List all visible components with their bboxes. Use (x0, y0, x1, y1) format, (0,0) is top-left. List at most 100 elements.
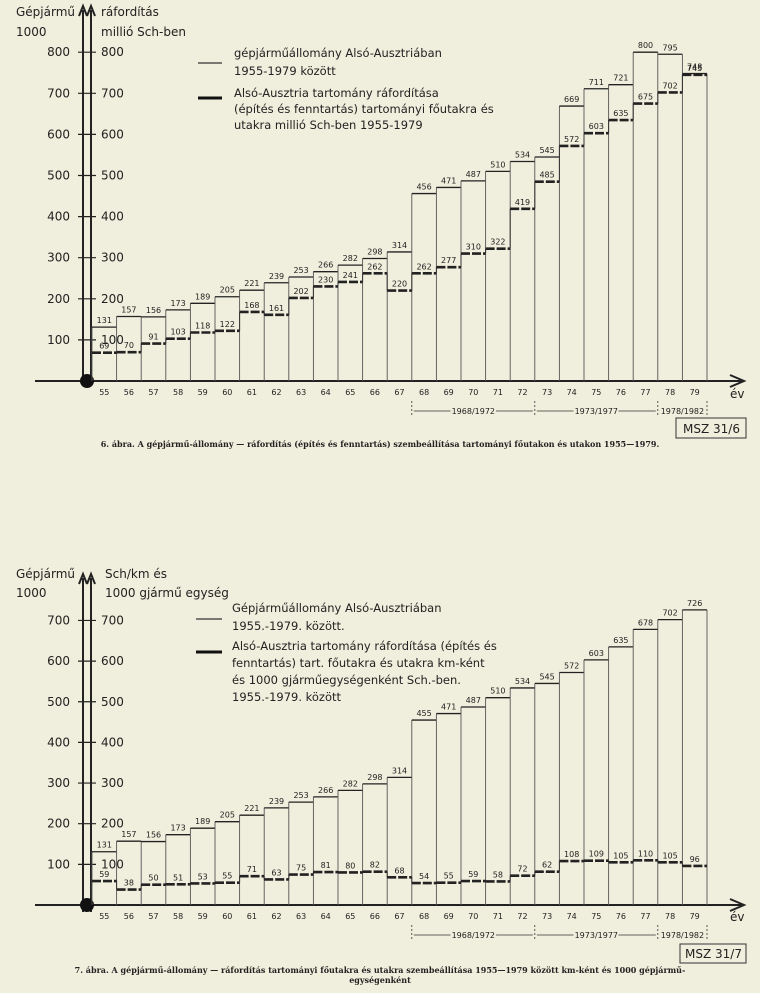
badge-box (675, 417, 747, 439)
value-label: 81 (321, 861, 331, 870)
value-label: 487 (466, 170, 481, 179)
legend-expenditure-line3: és 1000 gjárműegységenként Sch.-ben. (232, 673, 461, 687)
value-label: 795 (662, 43, 677, 52)
value-label: 161 (269, 304, 284, 313)
x-tick-label: 57 (148, 388, 158, 397)
y-tick-label-right: 600 (101, 127, 124, 141)
value-label: 534 (515, 677, 530, 686)
value-label: 70 (124, 341, 134, 350)
series-expenditure-per-km: 59 38 50 51 53 55 71 63 75 81 80 82 68 54 55 59 58 72 62 10… (92, 849, 707, 891)
value-label: 173 (170, 299, 185, 308)
value-label: 103 (170, 328, 185, 337)
x-tick-label: 56 (124, 388, 134, 397)
x-tick-label: 60 (222, 388, 232, 397)
value-label: 110 (638, 849, 653, 858)
x-tick-label: 74 (567, 388, 577, 397)
x-tick-label: 58 (173, 912, 183, 921)
value-label: 118 (195, 322, 210, 331)
badge: MSZ 31/6 (683, 422, 740, 436)
value-label: 109 (589, 850, 604, 859)
value-label: 800 (638, 41, 653, 50)
value-label: 419 (515, 198, 530, 207)
x-tick-label: 56 (124, 912, 134, 921)
value-label: 282 (343, 779, 358, 788)
caption: 6. ábra. A gépjármű-állomány — ráfordítá… (101, 439, 660, 449)
value-label: 572 (564, 135, 579, 144)
x-tick-labels: 55 56 57 58 59 60 61 62 63 64 65 66 67 68 69 70 71 72 73 74… (99, 912, 700, 921)
caption-line1: 7. ábra. A gépjármű-állomány — ráfordítá… (75, 965, 686, 975)
value-label: 51 (173, 873, 183, 882)
value-label: 220 (392, 280, 407, 289)
x-tick-label: 67 (394, 388, 404, 397)
value-label: 122 (220, 320, 235, 329)
value-label: 298 (367, 248, 382, 257)
y-tick-label-right: 400 (101, 210, 124, 224)
legend: Gépjárműállomány Alsó-Ausztriában 1955.-… (196, 601, 497, 704)
value-label: 157 (121, 305, 136, 314)
period-label: 1978/1982 (661, 407, 704, 416)
y-axis-arrow-left (78, 3, 88, 17)
x-tick-label: 78 (665, 388, 675, 397)
y-tick-label-left: 100 (47, 857, 70, 871)
y-tick-label-right: 500 (101, 695, 124, 709)
value-label: 298 (367, 773, 382, 782)
series-expenditure: 69 70 91 103 118 122 168 161 202 230 241 262 220 262 2… (92, 64, 707, 354)
value-label: 545 (539, 146, 554, 155)
value-label: 534 (515, 151, 530, 160)
value-label: 669 (564, 95, 579, 104)
value-label: 55 (222, 872, 232, 881)
value-label: 168 (244, 301, 259, 310)
x-tick-label: 57 (148, 912, 158, 921)
legend-expenditure-line1: Alsó-Ausztria tartomány ráfordítása (épí… (232, 639, 497, 653)
y-tick-label-left: 400 (47, 210, 70, 224)
value-label: 221 (244, 279, 259, 288)
period-label: 1973/1977 (575, 931, 618, 940)
x-tick-label: 64 (321, 388, 331, 397)
value-label: 745 (687, 64, 702, 73)
legend-expenditure-line1: Alsó-Ausztria tartomány ráfordítása (234, 86, 439, 100)
value-label: 202 (293, 287, 308, 296)
value-label: 62 (542, 861, 552, 870)
value-label: 105 (613, 851, 628, 860)
legend-expenditure-line3: utakra millió Sch-ben 1955-1979 (234, 118, 423, 132)
x-tick-label: 74 (567, 912, 577, 921)
x-tick-label: 77 (640, 388, 650, 397)
x-tick-label: 66 (370, 912, 380, 921)
x-tick-label: 68 (419, 388, 429, 397)
value-label: 603 (589, 122, 604, 131)
x-tick-label: 58 (173, 388, 183, 397)
value-label: 55 (444, 872, 454, 881)
y-tick-label-right: 400 (101, 735, 124, 749)
value-label: 80 (345, 861, 355, 870)
value-label: 75 (296, 864, 306, 873)
y-tick-label-right: 100 (101, 857, 124, 871)
value-label: 675 (638, 93, 653, 102)
value-label: 53 (198, 872, 208, 881)
value-label: 485 (539, 171, 554, 180)
x-tick-label: 60 (222, 912, 232, 921)
x-tick-label: 61 (247, 912, 257, 921)
x-tick-label: 79 (690, 912, 700, 921)
value-label: 63 (271, 868, 281, 877)
value-label: 58 (493, 870, 503, 879)
value-label: 54 (419, 872, 429, 881)
badge-box (679, 943, 747, 964)
x-tick-label: 78 (665, 912, 675, 921)
y-tick-label-right: 300 (101, 776, 124, 790)
y-tick-labels: 100 100 200 200 300 300 400 400 500 500 600 600 700 7… (47, 45, 124, 347)
period-markers: 1968/1972 1973/1977 1978/1982 (411, 925, 708, 942)
value-label: 239 (269, 797, 284, 806)
y-tick-label-right: 200 (101, 292, 124, 306)
value-label: 69 (99, 342, 109, 351)
value-label: 314 (392, 241, 407, 250)
x-tick-label: 59 (198, 388, 208, 397)
y-tick-label-right: 500 (101, 169, 124, 183)
value-label: 230 (318, 275, 333, 284)
value-label: 455 (416, 709, 431, 718)
value-label: 282 (343, 254, 358, 263)
x-tick-label: 55 (99, 388, 109, 397)
value-label: 105 (662, 851, 677, 860)
value-label: 510 (490, 687, 505, 696)
left-axis-title-line1: Gépjármű (16, 567, 75, 581)
legend-vehicle-stock-line2: 1955.-1979. között. (232, 619, 345, 633)
